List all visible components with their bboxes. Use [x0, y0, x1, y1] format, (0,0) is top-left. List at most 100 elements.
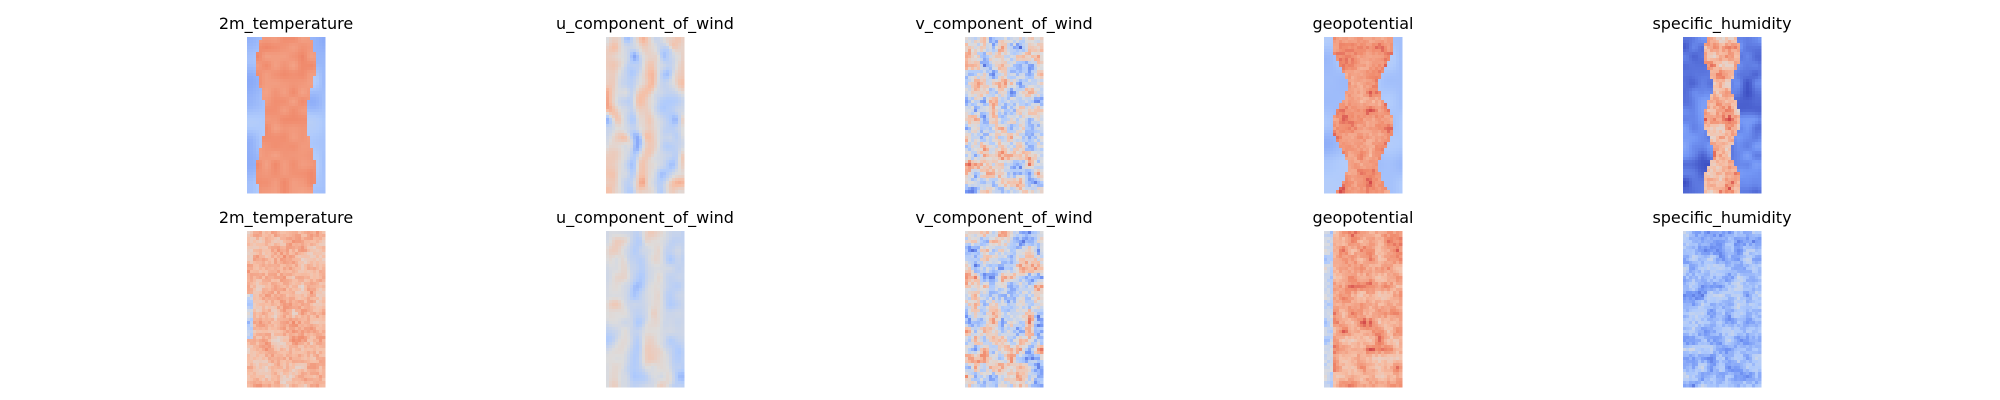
- heatmap-cell: [1037, 148, 1041, 152]
- heatmap-cell: [612, 97, 616, 101]
- heatmap-cell: [968, 82, 972, 86]
- heatmap-cell: [1342, 103, 1346, 107]
- heatmap-cell: [1363, 85, 1367, 89]
- heatmap-cell: [672, 115, 676, 119]
- heatmap-cell: [965, 91, 969, 95]
- heatmap-cell: [678, 163, 682, 167]
- heatmap-cell: [289, 136, 293, 140]
- heatmap-cell: [636, 100, 640, 104]
- heatmap-cell: [1354, 94, 1358, 98]
- heatmap-cell: [624, 100, 628, 104]
- heatmap-cell: [1016, 151, 1020, 155]
- heatmap-cell: [633, 46, 637, 50]
- heatmap-cell: [307, 163, 311, 167]
- heatmap-cell: [1001, 115, 1005, 119]
- heatmap-cell: [268, 187, 272, 191]
- heatmap-cell: [310, 124, 314, 128]
- heatmap-cell: [660, 181, 664, 185]
- heatmap-cell: [268, 139, 272, 143]
- heatmap-cell: [298, 133, 302, 137]
- heatmap-cell: [277, 142, 281, 146]
- heatmap-cell: [615, 91, 619, 95]
- heatmap-cell: [992, 181, 996, 185]
- heatmap-cell: [277, 46, 281, 50]
- heatmap-cell: [1348, 61, 1352, 65]
- heatmap-cell: [669, 133, 673, 137]
- heatmap-cell: [1390, 46, 1394, 50]
- heatmap-cell: [1010, 178, 1014, 182]
- heatmap-cell: [1034, 67, 1038, 71]
- heatmap-cell: [280, 145, 284, 149]
- heatmap-cell: [1360, 115, 1364, 119]
- heatmap-cell: [678, 142, 682, 146]
- heatmap-cell: [609, 55, 613, 59]
- heatmap-cell: [968, 61, 972, 65]
- heatmap-cell: [1019, 163, 1023, 167]
- heatmap-cell: [681, 142, 685, 146]
- heatmap-cell: [280, 55, 284, 59]
- heatmap-cell: [1342, 61, 1346, 65]
- heatmap-cell: [1028, 175, 1032, 179]
- heatmap-cell: [283, 127, 287, 131]
- heatmap-cell: [301, 112, 305, 116]
- heatmap-cell: [660, 49, 664, 53]
- heatmap-cell: [1372, 82, 1376, 86]
- heatmap-cell: [271, 133, 275, 137]
- heatmap-cell: [271, 85, 275, 89]
- heatmap-cell: [1339, 100, 1343, 104]
- heatmap-cell: [1390, 127, 1394, 131]
- heatmap-cell: [1375, 55, 1379, 59]
- heatmap-cell: [654, 136, 658, 140]
- heatmap-cell: [1366, 139, 1370, 143]
- heatmap-cell: [642, 49, 646, 53]
- heatmap-cell: [1393, 67, 1397, 71]
- heatmap-cell: [253, 82, 257, 86]
- heatmap-cell: [1375, 49, 1379, 53]
- heatmap-cell: [618, 145, 622, 149]
- heatmap-cell: [1330, 103, 1334, 107]
- heatmap-cell: [663, 118, 667, 122]
- heatmap-cell: [259, 136, 263, 140]
- heatmap-cell: [1037, 121, 1041, 125]
- heatmap-cell: [669, 190, 673, 194]
- heatmap-cell: [1339, 94, 1343, 98]
- heatmap-cell: [1345, 52, 1349, 56]
- heatmap-cell: [256, 100, 260, 104]
- heatmap-cell: [606, 124, 610, 128]
- heatmap-cell: [1360, 85, 1364, 89]
- heatmap-cell: [1327, 112, 1331, 116]
- heatmap-cell: [660, 148, 664, 152]
- heatmap-cell: [274, 109, 278, 113]
- heatmap-cell: [663, 52, 667, 56]
- heatmap-cell: [319, 163, 323, 167]
- heatmap-cell: [672, 145, 676, 149]
- heatmap-cell: [663, 46, 667, 50]
- heatmap-cell: [1372, 85, 1376, 89]
- heatmap-cell: [1378, 52, 1382, 56]
- heatmap-cell: [633, 79, 637, 83]
- heatmap-cell: [319, 43, 323, 47]
- heatmap-cell: [1013, 109, 1017, 113]
- heatmap-cell: [645, 121, 649, 125]
- heatmap-cell: [992, 91, 996, 95]
- heatmap-cell: [1037, 88, 1041, 92]
- heatmap-cell: [301, 136, 305, 140]
- heatmap-cell: [1034, 133, 1038, 137]
- heatmap-cell: [1034, 55, 1038, 59]
- heatmap-cell: [660, 52, 664, 56]
- heatmap-cell: [681, 175, 685, 179]
- heatmap-cell: [1378, 88, 1382, 92]
- heatmap-cell: [1399, 58, 1403, 62]
- heatmap-cell: [1342, 76, 1346, 80]
- heatmap-cell: [271, 112, 275, 116]
- heatmap-cell: [675, 133, 679, 137]
- heatmap-cell: [645, 160, 649, 164]
- heatmap-cell: [1022, 154, 1026, 158]
- heatmap-cell: [992, 130, 996, 134]
- heatmap-cell: [268, 40, 272, 44]
- heatmap-cell: [971, 46, 975, 50]
- heatmap-cell: [1324, 139, 1328, 143]
- heatmap-cell: [313, 79, 317, 83]
- heatmap-cell: [1010, 190, 1014, 194]
- heatmap-cell: [1381, 40, 1385, 44]
